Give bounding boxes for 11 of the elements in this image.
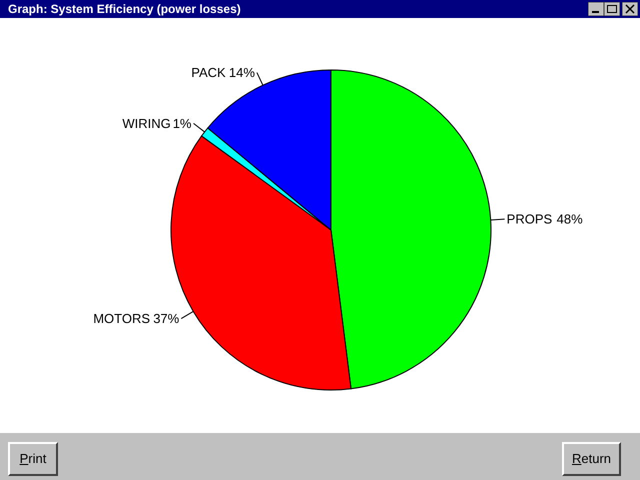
slice-label: MOTORS: [93, 311, 150, 326]
text: Return: [562, 442, 622, 476]
slice-label: PACK: [191, 65, 226, 80]
chart-title: Graph: System Efficiency (power losses): [0, 0, 640, 18]
slice-label: WIRING: [122, 116, 171, 131]
slice-label: PROPS: [506, 212, 552, 227]
data-label: 37%: [153, 311, 180, 326]
data-label: 48%: [556, 212, 584, 227]
data-label: 1%: [172, 116, 192, 131]
data-label: 14%: [228, 65, 256, 80]
text: Print: [8, 442, 58, 476]
